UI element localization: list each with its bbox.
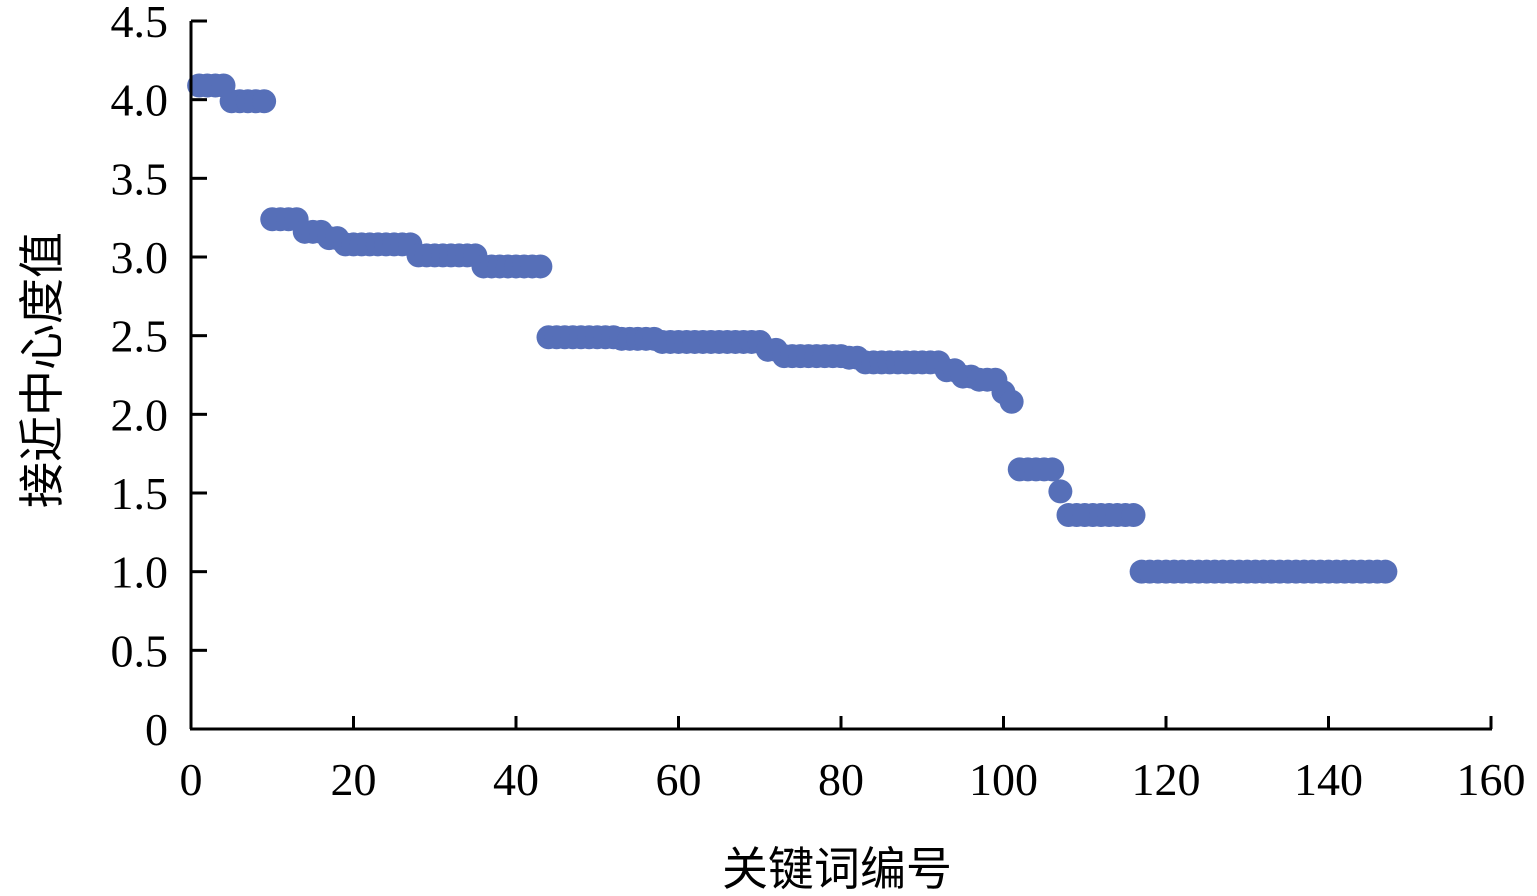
- data-point: [1121, 503, 1146, 528]
- y-tick-label: 1.0: [111, 547, 169, 598]
- x-tick-label: 120: [1132, 754, 1201, 805]
- x-axis-title: 关键词编号: [722, 842, 952, 896]
- x-tick-label: 60: [656, 754, 702, 805]
- x-tick-label: 80: [818, 754, 864, 805]
- data-point: [1048, 479, 1073, 504]
- x-tick-label: 140: [1294, 754, 1363, 805]
- data-point: [999, 389, 1024, 414]
- y-tick-label: 2.5: [111, 311, 169, 362]
- axes: 0 20 40 60 80 100 120 140 160 0 0.5 1.0 1.5 2.0 2.5 3.0…: [111, 0, 1526, 805]
- x-tick-label: 100: [969, 754, 1038, 805]
- data-point: [1373, 559, 1398, 584]
- x-tick-label: 20: [331, 754, 377, 805]
- x-tick-label: 0: [180, 754, 203, 805]
- data-point: [252, 89, 277, 114]
- data-point: [1040, 457, 1065, 482]
- data-points: [187, 73, 1398, 584]
- y-tick-label: 3.0: [111, 232, 169, 283]
- y-tick-label: 1.5: [111, 468, 169, 519]
- x-tick-label: 160: [1457, 754, 1526, 805]
- y-tick-label: 4.5: [111, 0, 169, 47]
- y-tick-label: 4.0: [111, 75, 169, 126]
- y-tick-label: 0.5: [111, 625, 169, 676]
- data-point: [528, 254, 553, 279]
- y-tick-label: 2.0: [111, 389, 169, 440]
- x-tick-label: 40: [493, 754, 539, 805]
- y-axis-title: 接近中心度值: [15, 232, 69, 508]
- y-tick-label: 0: [145, 704, 168, 755]
- y-tick-label: 3.5: [111, 153, 169, 204]
